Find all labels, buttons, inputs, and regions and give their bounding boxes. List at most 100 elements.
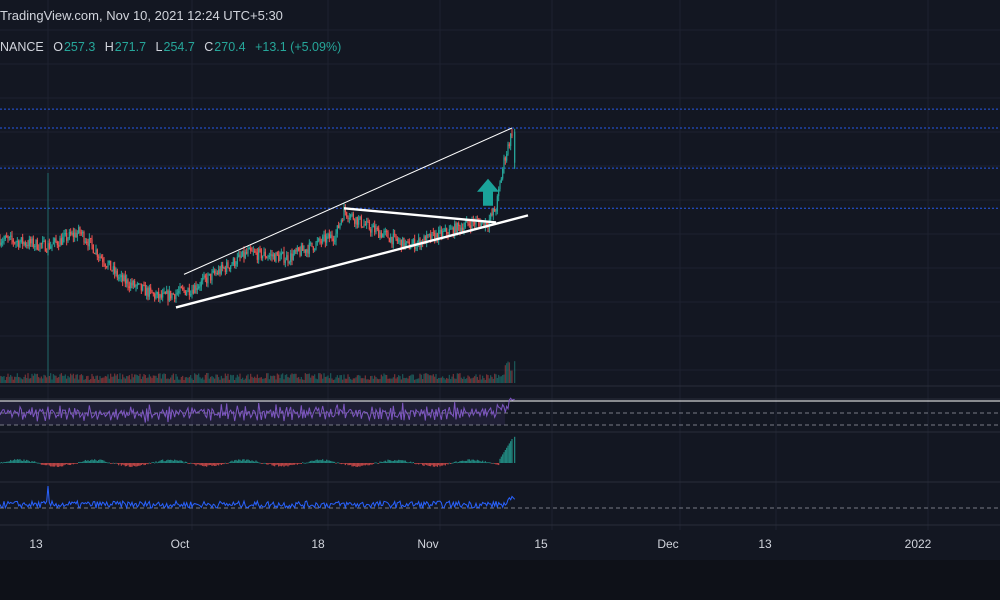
histogram-bar <box>498 463 500 466</box>
histogram-bar <box>514 436 516 463</box>
candle-body <box>44 240 46 252</box>
volume-bar <box>43 374 45 383</box>
candle-body <box>347 216 349 219</box>
volume-bar <box>248 379 250 383</box>
volume-bar <box>128 375 130 383</box>
histogram-bar <box>247 459 249 463</box>
histogram-bar <box>452 462 454 464</box>
histogram-bar <box>506 447 508 463</box>
candle-body <box>92 244 94 254</box>
candle-body <box>455 223 457 235</box>
histogram-bar <box>78 462 80 463</box>
histogram-bar <box>0 462 1 464</box>
histogram-bar <box>184 461 186 463</box>
volume-bar <box>16 373 18 383</box>
candle-body <box>394 233 396 235</box>
histogram-bar <box>295 463 297 464</box>
histogram-bar <box>428 463 430 467</box>
candle-body <box>143 285 145 287</box>
volume-bar <box>91 373 93 383</box>
volume-bar <box>99 376 101 383</box>
histogram-bar <box>222 463 224 465</box>
volume-bar <box>307 373 309 383</box>
volume-bar <box>282 373 284 383</box>
histogram-bar <box>158 461 160 463</box>
volume-bar <box>27 373 29 383</box>
candle-body <box>495 211 497 213</box>
volume-bar <box>276 373 278 383</box>
candle-body <box>30 239 32 244</box>
candle-body <box>162 292 164 298</box>
x-tick-label: Dec <box>657 537 679 551</box>
histogram-bar <box>300 463 302 464</box>
histogram-bar <box>72 463 74 465</box>
volume-bar <box>283 379 285 383</box>
candle-body <box>48 243 50 249</box>
candle-body <box>362 226 364 228</box>
volume-bar <box>330 373 332 383</box>
volume-bar <box>499 376 501 383</box>
histogram-bar <box>492 462 494 464</box>
volume-bar <box>358 374 360 383</box>
histogram-bar <box>400 460 402 463</box>
volume-bar <box>127 376 129 383</box>
histogram-bar <box>102 460 104 463</box>
histogram-bar <box>391 461 393 463</box>
volume-bar <box>159 373 161 383</box>
candle-body <box>466 219 468 223</box>
candle-body <box>39 243 41 250</box>
candle-body <box>36 239 38 250</box>
histogram-bar <box>200 463 202 466</box>
volume-bar <box>384 374 386 383</box>
candle-body <box>20 237 22 242</box>
candle-body <box>6 236 8 238</box>
candle-body <box>316 240 318 243</box>
histogram-bar <box>264 462 266 464</box>
histogram-bar <box>202 463 204 466</box>
histogram-bar <box>131 463 133 467</box>
candle-body <box>100 256 102 259</box>
volume-bar <box>399 376 401 383</box>
volume-bar <box>494 373 496 383</box>
histogram-bar <box>255 460 257 463</box>
histogram-bar <box>366 463 368 465</box>
candle-body <box>266 257 268 259</box>
histogram-bar <box>326 459 328 463</box>
candle-body <box>507 144 509 155</box>
histogram-bar <box>411 462 413 464</box>
histogram-bar <box>232 461 234 463</box>
volume-bar <box>478 379 480 383</box>
histogram-bar <box>323 460 325 463</box>
candle-body <box>388 238 390 243</box>
candle-body <box>434 232 436 242</box>
histogram-bar <box>342 463 344 464</box>
candle-body <box>340 220 342 224</box>
candle-body <box>426 234 428 244</box>
histogram-bar <box>259 462 261 464</box>
volume-bar <box>286 374 288 383</box>
trendline-wedge-lower <box>175 214 529 309</box>
histogram-bar <box>182 461 184 463</box>
histogram-bar <box>508 443 510 463</box>
candle-body <box>116 270 118 278</box>
histogram-bar <box>487 462 489 463</box>
candle-body <box>292 253 294 260</box>
histogram-bar <box>412 461 414 463</box>
volume-bar <box>270 375 272 383</box>
histogram-bar <box>474 460 476 463</box>
histogram-bar <box>283 463 285 467</box>
histogram-bar <box>138 463 140 466</box>
histogram-bar <box>146 463 148 464</box>
histogram-bar <box>79 461 81 463</box>
histogram-bar <box>56 463 58 467</box>
candle-body <box>23 242 25 245</box>
volume-bar <box>426 373 428 383</box>
candle-body <box>427 234 429 236</box>
histogram-bar <box>386 461 388 463</box>
histogram-bar <box>24 460 26 463</box>
volume-bar <box>424 373 426 383</box>
histogram-bar <box>450 463 452 464</box>
histogram-bar <box>468 459 470 463</box>
histogram-bar <box>290 463 292 465</box>
